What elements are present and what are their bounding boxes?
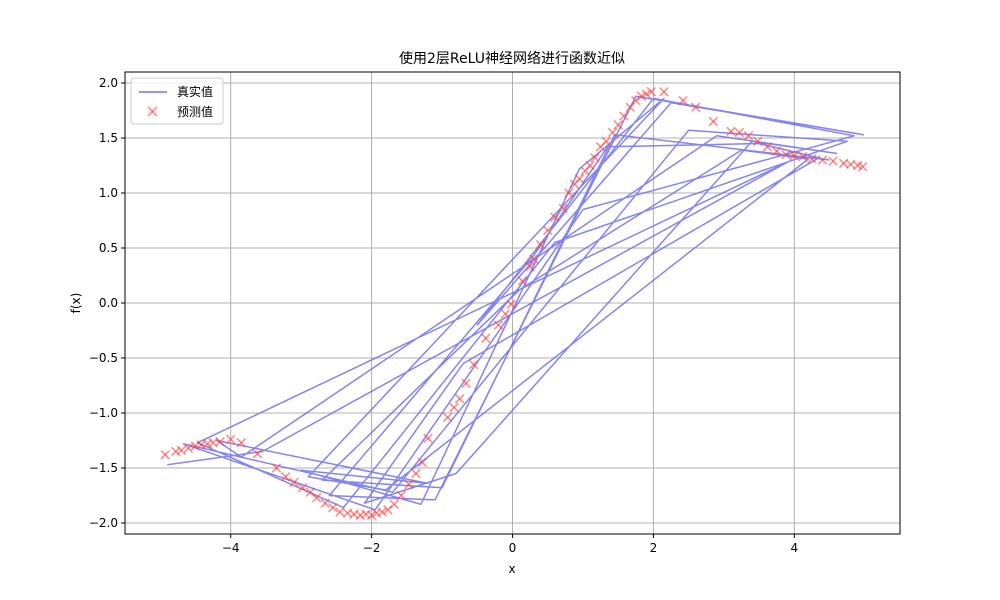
predicted-point [252,448,263,459]
x-tick-label: 2 [650,541,658,555]
predicted-point [646,87,657,97]
predicted-point [271,463,282,473]
predicted-point [807,154,817,164]
predicted-point [449,402,459,413]
predicted-point [480,333,491,343]
predicted-point [690,102,701,112]
y-axis-label: f(x) [69,293,83,314]
y-tick-label: −0.5 [89,351,118,365]
predicted-point [280,472,291,482]
y-tick-label: 1.5 [99,131,118,145]
legend-label-true: 真实值 [177,84,213,99]
predicted-point [389,499,399,510]
predicted-point [762,142,773,152]
predicted-point [542,225,553,236]
predicted-point [708,116,719,127]
y-tick-label: −1.5 [89,461,118,475]
predicted-point [789,150,800,161]
predicted-point [798,151,808,162]
predicted-point [335,507,345,517]
predicted-point [396,490,406,501]
predicted-point [176,445,187,456]
predicted-point [328,502,338,513]
predicted-point [215,436,225,447]
predicted-point [564,188,574,198]
predicted-point [461,378,471,389]
predicted-point [607,127,618,138]
predicted-point [297,483,308,493]
predicted-point [585,160,595,171]
predicted-point [636,91,647,101]
predicted-point [183,443,194,453]
y-tick-label: −2.0 [89,516,118,530]
predicted-point [528,254,539,264]
y-tick-label: 1.0 [99,186,118,200]
x-axis-label: x [508,562,515,576]
predicted-point [771,146,782,156]
predicted-point [493,320,504,330]
predicted-point [320,498,330,508]
predicted-point [311,492,322,503]
predicted-point [404,479,414,490]
predicted-point [377,507,387,517]
predicted-point [631,95,641,106]
predicted-point [225,434,236,445]
predicted-point [574,173,585,184]
predicted-point [828,156,838,166]
y-tick-label: 2.0 [99,76,118,90]
legend: 真实值 预测值 [130,77,224,125]
predicted-point [517,276,528,286]
y-tick-label: −1.0 [89,406,118,420]
legend-x-marker-swatch [147,106,158,117]
predicted-point [726,126,736,137]
predicted-point [743,131,754,141]
predicted-point [857,161,868,172]
predicted-point [752,136,763,147]
predicted-point [678,95,688,106]
x-tick-label: 4 [790,541,798,555]
predicted-point [590,153,600,163]
predicted-point [558,203,568,214]
predicted-point [641,89,652,99]
predicted-point [454,393,465,404]
x-tick-label: −4 [222,541,240,555]
predicted-point [781,149,791,160]
predicted-point [500,309,511,319]
predicted-point [160,450,170,460]
predicted-point [289,477,299,488]
y-tick-label: 0.0 [99,296,118,310]
predicted-point [417,457,428,468]
y-tick-label: 0.5 [99,241,118,255]
x-tick-label: −2 [363,541,381,555]
predicted-point [734,127,745,138]
predicted-point [659,87,669,97]
predicted-point [525,261,535,272]
predicted-point [423,433,433,444]
predicted-point [550,212,560,222]
predicted-point [442,412,453,423]
predicted-point [366,510,377,521]
predicted-point [411,468,421,479]
predicted-point [506,299,516,309]
predicted-point [619,111,629,121]
predicted-value-scatter-series [160,87,868,521]
predicted-point [468,359,479,370]
predicted-point [601,136,611,147]
predicted-point [817,155,828,165]
y-axis-ticks: −2.0 −1.5 −1.0 −0.5 0.0 0.5 1.0 1.5 2.0 [89,76,125,530]
legend-label-predicted: 预测值 [177,104,213,119]
x-axis-ticks: −4 −2 0 2 4 [222,534,798,555]
chart-title: 使用2层ReLU神经网络进行函数近似 [399,50,625,67]
x-tick-label: 0 [509,541,517,555]
predicted-point [535,239,546,250]
predicted-point [236,437,247,448]
predicted-point [613,120,623,130]
